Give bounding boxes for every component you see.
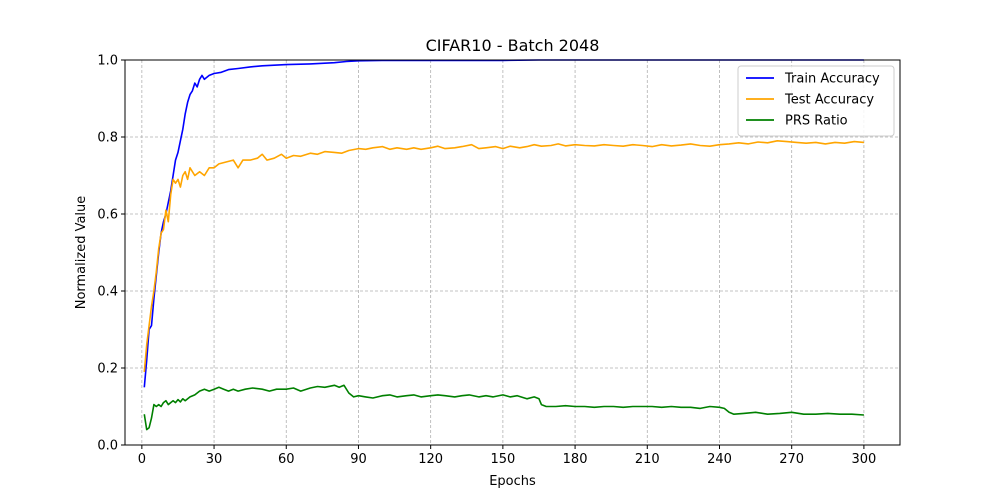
x-tick-label: 270: [779, 452, 804, 467]
axis-ticks: 0 30 60 90 120 150 180 210 240 270 300 0.0 0.2 0.4 0.6…: [97, 54, 876, 468]
legend-label: Train Accuracy: [784, 72, 880, 87]
x-tick-label: 210: [635, 452, 660, 467]
y-tick-label: 0.4: [97, 285, 118, 300]
series-line-test-accuracy: [143, 140, 864, 372]
series-lines: [143, 59, 864, 431]
y-axis-label: Normalized Value: [74, 196, 89, 310]
x-axis-label: Epochs: [489, 474, 536, 489]
legend-box: [737, 65, 895, 137]
legend-label: Test Accuracy: [784, 93, 874, 108]
legend: Train Accuracy Test Accuracy PRS Ratio: [737, 65, 895, 137]
x-tick-label: 30: [206, 452, 223, 467]
x-tick-label: 60: [278, 452, 295, 467]
x-tick-label: 120: [418, 452, 443, 467]
legend-label: PRS Ratio: [785, 114, 848, 129]
y-tick-label: 1.0: [97, 54, 118, 69]
y-tick-label: 0.8: [97, 131, 118, 146]
y-tick-label: 0.2: [97, 362, 118, 377]
series-line-train-accuracy: [143, 59, 864, 388]
plot-area-frame: [124, 59, 901, 446]
x-tick-label: 240: [707, 452, 732, 467]
series-line-prs-ratio: [143, 384, 864, 431]
y-tick-label: 0.0: [97, 439, 118, 454]
y-tick-label: 0.6: [97, 208, 118, 223]
x-tick-label: 180: [563, 452, 588, 467]
chart-title: CIFAR10 - Batch 2048: [426, 36, 600, 55]
x-tick-label: 300: [851, 452, 876, 467]
x-tick-label: 0: [138, 452, 146, 467]
x-tick-label: 150: [490, 452, 515, 467]
x-tick-label: 90: [350, 452, 367, 467]
